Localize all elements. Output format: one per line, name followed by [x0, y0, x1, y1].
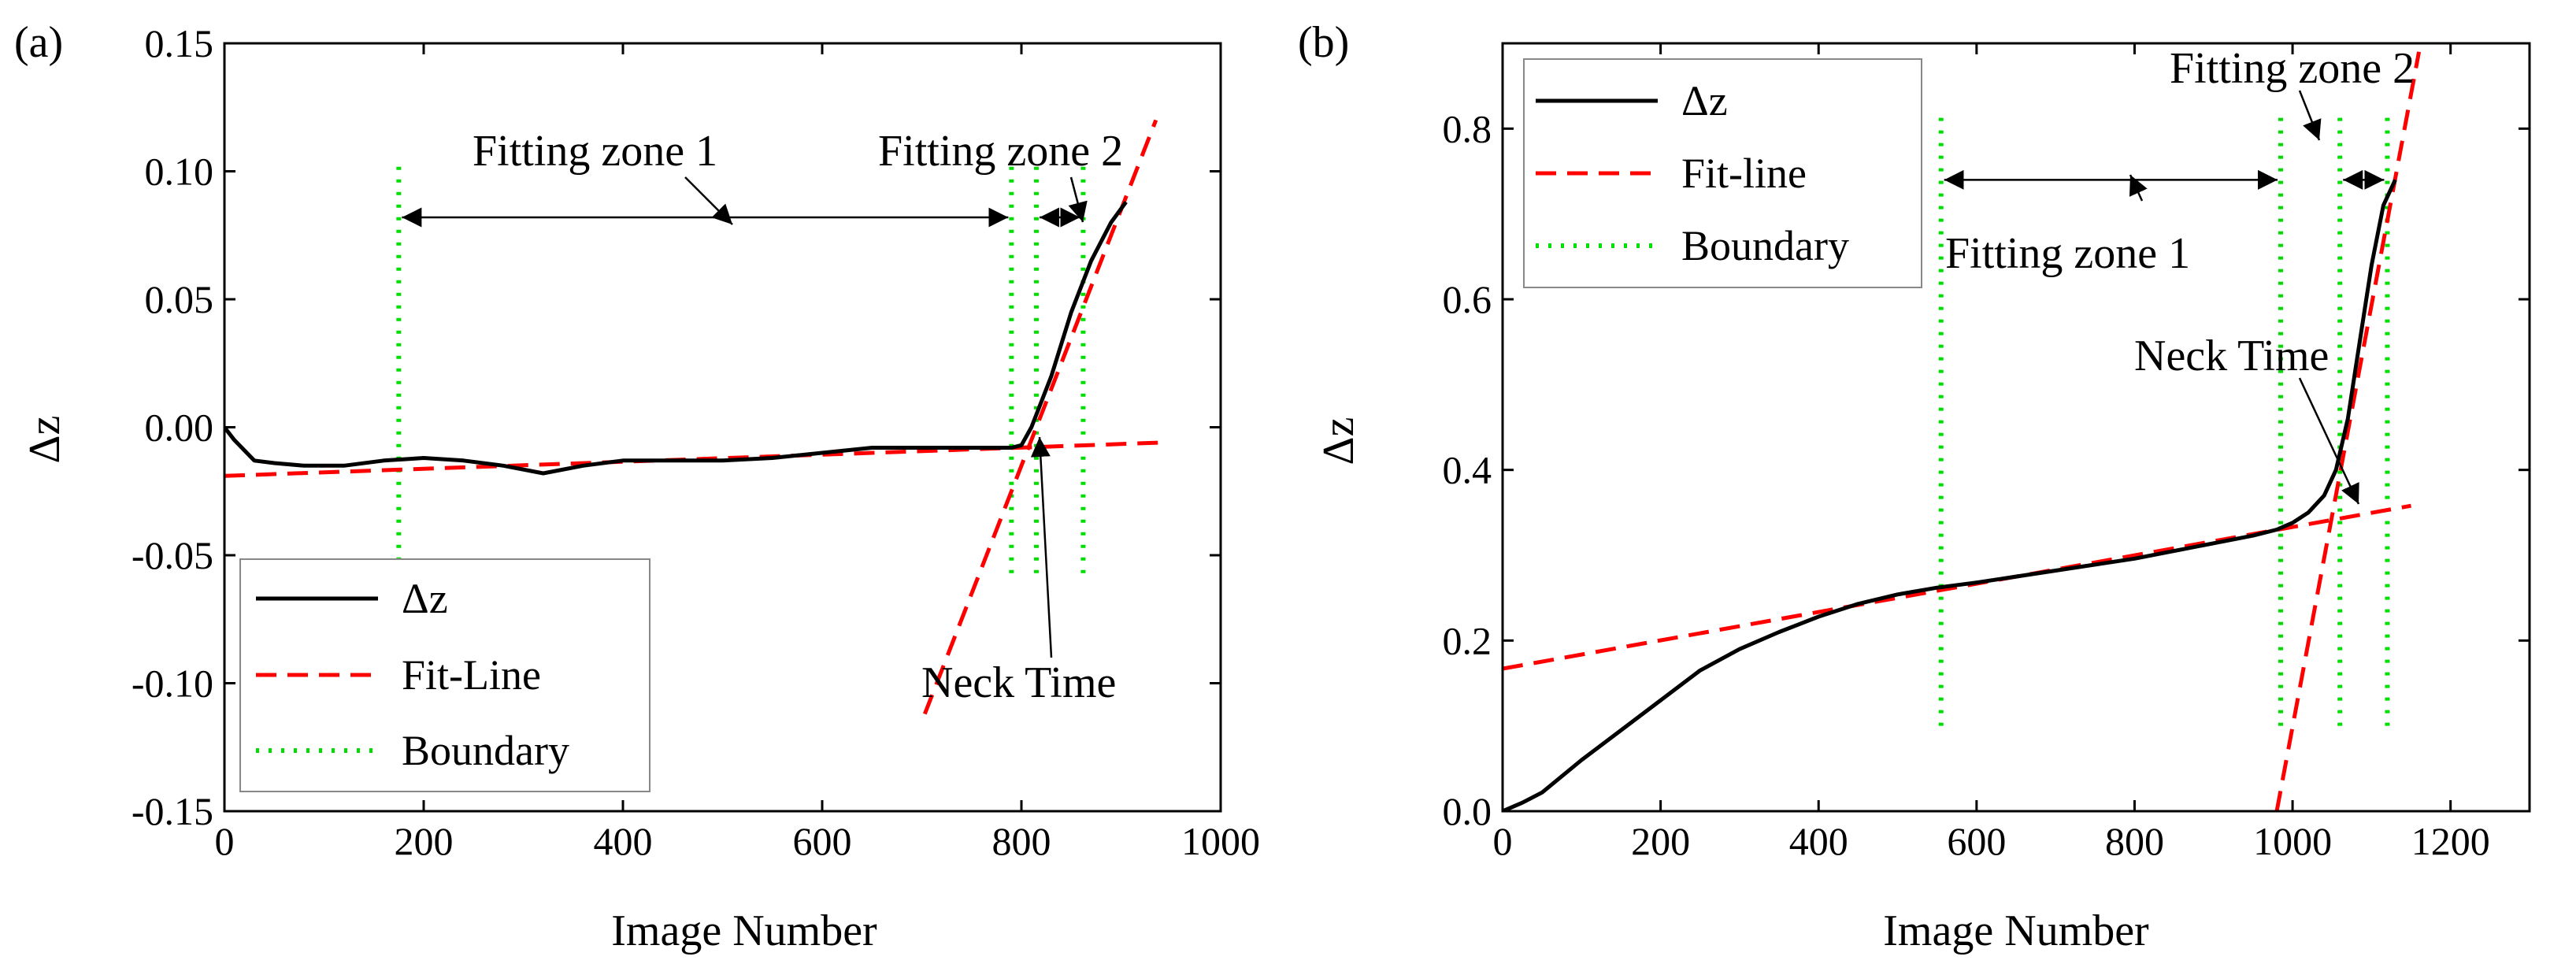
panel-a-series-layer	[224, 119, 1162, 715]
panel-a-annotation-neck-time: Neck Time	[921, 658, 1116, 707]
panel-b-y-tick-label: 0.2	[1443, 618, 1492, 662]
panel-a-x-tick-label: 1000	[1181, 819, 1260, 863]
panel-a-x-axis-title: Image Number	[611, 906, 877, 955]
panel-a-x-tick-label: 400	[594, 819, 653, 863]
panel-b-x-tick-label: 800	[2105, 819, 2164, 863]
panel-b-plot-area	[1501, 42, 2531, 813]
panel-a-y-tick-label: 0.00	[145, 406, 214, 450]
panel-b-annotation-fitting-zone-2: Fitting zone 2	[2170, 44, 2415, 93]
panel-b-y-tick-label: 0.4	[1443, 448, 1492, 492]
panel-b-leader-neck-time	[2298, 377, 2360, 505]
panel-b-leader-fitting-zone-2	[2298, 90, 2322, 141]
panel-a-y-tick-label: 0.05	[145, 277, 214, 321]
panel-a-y-axis: -0.15 -0.10 -0.05 0.00 0.05 0.10 0.15	[132, 21, 1221, 833]
panel-a-x-tick-label: 0	[215, 819, 235, 863]
panel-a-x-axis: 0 200 400 600 800 1000	[215, 43, 1260, 863]
panel-b-y-axis-title: Δz	[1314, 417, 1363, 465]
panel-b-legend-box	[1523, 58, 1922, 288]
panel-a-x-tick-label: 600	[793, 819, 852, 863]
panel-a-y-tick-label: -0.15	[132, 789, 213, 833]
panel-b-x-axis: 0 200 400 600 800 1000 1200	[1493, 43, 2490, 863]
panel-b-x-tick-label: 400	[1789, 819, 1848, 863]
panel-b-annotations: Fitting zone 2 Fitting zone 1 Neck Time	[1945, 44, 2415, 380]
panel-a-legend: Δz Fit-Line Boundary	[239, 558, 650, 792]
panel-a-dz-curve	[224, 201, 1128, 476]
panel-b-dz-curve	[1503, 179, 2397, 811]
panel-b-y-tick-label: 0.8	[1443, 106, 1492, 150]
panel-b-x-tick-label: 600	[1947, 819, 2006, 863]
panel-b-y-tick-label: 0.0	[1443, 789, 1492, 833]
panel-a-y-axis-title: Δz	[20, 416, 69, 464]
panel-a-letter: (a)	[14, 18, 63, 67]
panel-b-leader-fitting-zone-1	[2129, 174, 2148, 202]
panel-b-annotation-fitting-zone-1: Fitting zone 1	[1945, 229, 2190, 278]
panel-a-leader-fitting-zone-1	[684, 176, 733, 225]
annotation-leaders	[684, 90, 2360, 658]
panel-b-annotation-neck-time: Neck Time	[2134, 332, 2329, 380]
panel-b-y-tick-label: 0.6	[1443, 277, 1492, 321]
panel-b-series-layer	[1503, 51, 2422, 811]
panel-b-x-tick-label: 0	[1493, 819, 1513, 863]
panel-b-legend-boundary-label: Boundary	[1681, 222, 1849, 269]
panel-b-legend-fit-label: Fit-line	[1681, 150, 1807, 197]
panel-a-chart: (a) 0 200 400 600 800 1000 -0.15 -0.10 -0.05 0.0…	[14, 18, 1260, 955]
panel-a-x-tick-label: 200	[395, 819, 454, 863]
panel-b-legend: Δz Fit-line Boundary	[1523, 58, 1922, 288]
panel-a-y-tick-label: -0.05	[132, 533, 213, 577]
panel-a-fit-line-2	[922, 119, 1158, 715]
panel-b-legend-dz-label: Δz	[1681, 77, 1728, 124]
panel-a-annotations: Fitting zone 1 Fitting zone 2 Neck Time	[473, 127, 1123, 707]
panel-a-annotation-fitting-zone-2: Fitting zone 2	[878, 127, 1123, 176]
panel-a-annotation-fitting-zone-1: Fitting zone 1	[473, 127, 717, 176]
panel-b-chart: (b) 0 200 400 600 800 1000 1200 0.00.20.40.60.…	[1298, 18, 2531, 955]
panel-a-legend-fit-label: Fit-Line	[402, 651, 541, 699]
panel-a-leader-fitting-zone-2	[1068, 176, 1088, 223]
panel-a-y-tick-label: 0.10	[145, 150, 214, 194]
panel-b-x-tick-label: 200	[1631, 819, 1690, 863]
panel-b-fit-line-2	[2274, 51, 2422, 811]
panel-a-y-tick-label: 0.15	[145, 21, 214, 65]
panel-a-legend-boundary-label: Boundary	[402, 727, 569, 774]
panel-a-leader-neck-time	[1030, 436, 1053, 658]
panel-a-x-tick-label: 800	[992, 819, 1051, 863]
panel-b-frame	[1501, 42, 2531, 813]
panel-a-legend-dz-label: Δz	[402, 575, 448, 622]
panel-b-x-tick-label: 1200	[2411, 819, 2490, 863]
panel-b-x-axis-title: Image Number	[1883, 906, 2149, 955]
panel-b-x-tick-label: 1000	[2253, 819, 2332, 863]
panel-b-letter: (b)	[1298, 18, 1349, 67]
panel-a-y-tick-label: -0.10	[132, 662, 213, 706]
panel-b-y-axis: 0.0 0.2 0.4 0.6 0.8	[1443, 106, 2530, 833]
